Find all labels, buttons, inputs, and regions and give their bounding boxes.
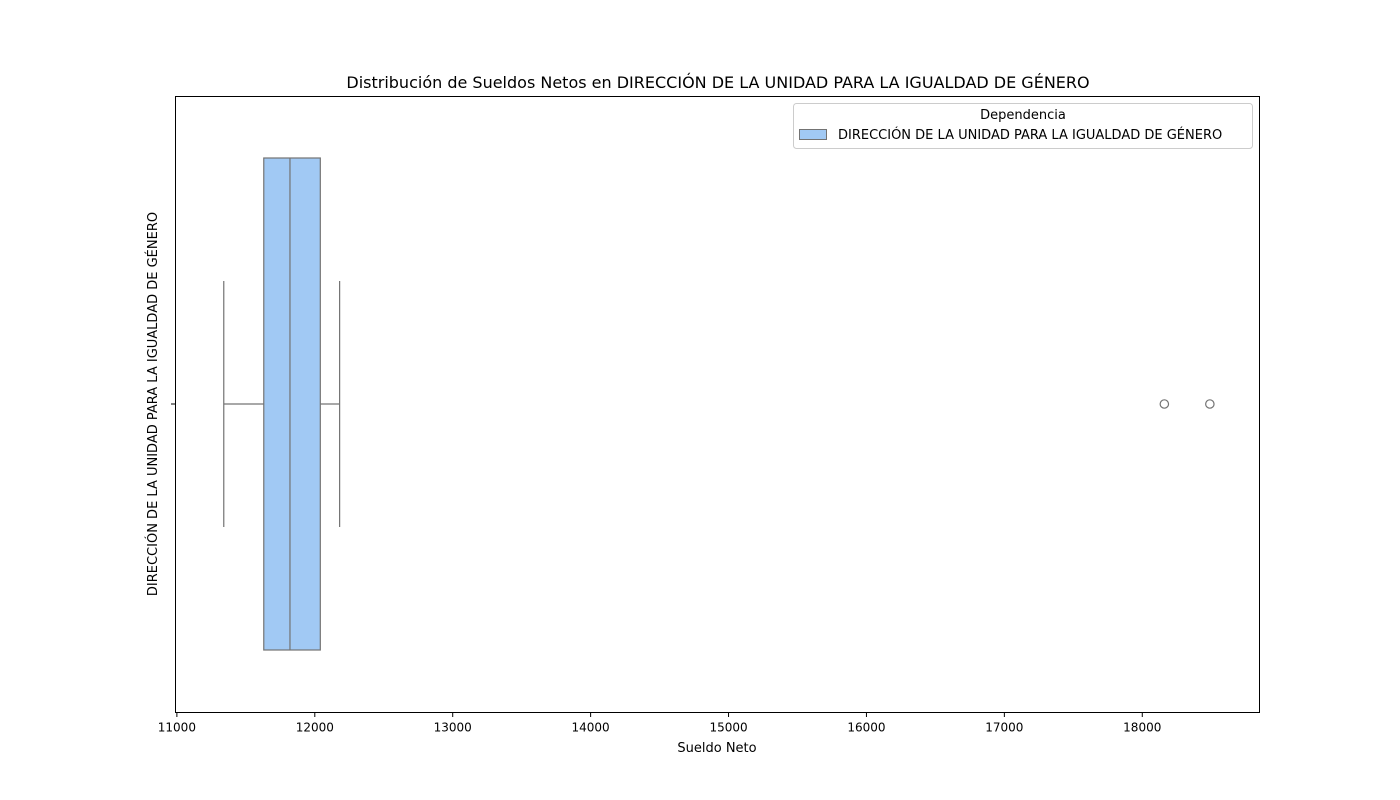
legend-entry-label: DIRECCIÓN DE LA UNIDAD PARA LA IGUALDAD … bbox=[838, 127, 1222, 143]
x-tick-label: 18000 bbox=[1123, 721, 1161, 735]
x-tick-label: 14000 bbox=[572, 721, 610, 735]
legend-title: Dependencia bbox=[980, 108, 1066, 123]
x-tick-label: 13000 bbox=[434, 721, 472, 735]
legend: Dependencia DIRECCIÓN DE LA UNIDAD PARA … bbox=[793, 103, 1253, 149]
x-axis-label: Sueldo Neto bbox=[677, 741, 756, 756]
interquartile-box bbox=[263, 157, 321, 651]
x-tick-label: 12000 bbox=[296, 721, 334, 735]
box-plot-group bbox=[223, 157, 1215, 651]
outlier-point bbox=[1159, 399, 1170, 409]
x-tick-label: 16000 bbox=[847, 721, 885, 735]
outlier-point bbox=[1205, 399, 1215, 409]
x-tick-label: 11000 bbox=[158, 721, 196, 735]
x-tick-label: 15000 bbox=[709, 721, 747, 735]
x-axis-ticks: 11000 12000 13000 14000 15000 16000 17000 18000 bbox=[158, 712, 1161, 735]
legend-swatch bbox=[799, 129, 827, 140]
x-tick-label: 17000 bbox=[985, 721, 1023, 735]
legend-frame bbox=[793, 103, 1253, 149]
y-axis-label: DIRECCIÓN DE LA UNIDAD PARA LA IGUALDAD … bbox=[145, 212, 161, 596]
chart-title: Distribución de Sueldos Netos en DIRECCI… bbox=[346, 73, 1089, 92]
